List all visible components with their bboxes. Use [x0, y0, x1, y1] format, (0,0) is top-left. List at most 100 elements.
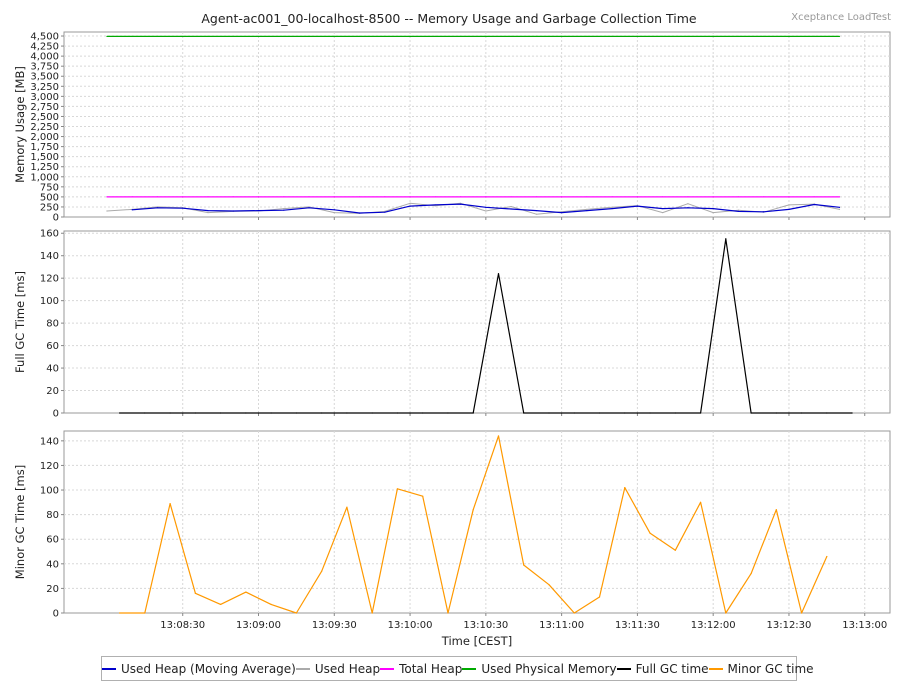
data-point-used-heap-moving-average: [131, 209, 133, 211]
legend-label: Minor GC time: [727, 661, 814, 676]
chart-panels: 02505007501,0001,2501,5001,7502,0002,250…: [13, 31, 891, 648]
data-point-used-heap-moving-average: [485, 206, 487, 208]
y-tick-label: 80: [46, 319, 59, 330]
data-point-full-gc-time: [674, 412, 676, 414]
data-point-minor-gc-time: [422, 495, 424, 497]
data-point-minor-gc-time: [220, 603, 222, 605]
series-line-full-gc-time: [119, 238, 853, 414]
data-point-total-heap: [687, 196, 689, 198]
data-point-used-heap-moving-average: [308, 207, 310, 209]
y-tick-label: 250: [40, 202, 59, 213]
data-point-total-heap: [257, 196, 260, 198]
y-tick-label: 20: [46, 386, 59, 397]
data-point-used-heap-moving-average: [409, 205, 411, 207]
data-point-used-physical-memory: [156, 35, 159, 38]
y-tick-label: 0: [53, 213, 59, 224]
y-tick-label: 500: [40, 192, 59, 203]
data-point-full-gc-time: [295, 412, 297, 414]
data-point-full-gc-time: [598, 412, 601, 414]
data-point-minor-gc-time: [775, 509, 777, 511]
data-point-total-heap: [384, 196, 386, 198]
data-point-full-gc-time: [472, 412, 474, 414]
y-axis-label: Full GC Time [ms]: [13, 271, 27, 373]
y-tick-label: 4,000: [30, 52, 59, 63]
data-point-full-gc-time: [851, 412, 853, 414]
data-point-used-physical-memory: [813, 35, 815, 38]
data-point-used-physical-memory: [687, 35, 689, 38]
data-point-total-heap: [662, 196, 664, 198]
series-line-used-heap: [106, 202, 840, 215]
data-point-used-heap: [611, 206, 613, 208]
data-point-minor-gc-time: [396, 488, 399, 490]
y-tick-label: 20: [46, 584, 59, 595]
data-point-used-heap-moving-average: [813, 203, 815, 206]
data-point-used-heap-moving-average: [182, 207, 184, 209]
chart-panel-2: 0 20 40 60 80 100 120 140 160 Full GC Time [ms]: [13, 229, 891, 420]
x-tick-label: 13:11:30: [615, 620, 660, 631]
data-point-minor-gc-time: [245, 591, 247, 593]
data-point-full-gc-time: [245, 412, 247, 414]
data-point-minor-gc-time: [144, 612, 146, 614]
data-point-used-heap-moving-average: [232, 210, 234, 212]
data-point-minor-gc-time: [598, 596, 601, 598]
data-point-full-gc-time: [699, 412, 702, 414]
legend-swatch: [102, 667, 116, 670]
data-point-used-physical-memory: [611, 35, 613, 38]
y-tick-label: 100: [40, 296, 59, 307]
y-tick-label: 40: [46, 559, 59, 570]
data-point-used-physical-memory: [712, 35, 714, 38]
data-point-used-heap-moving-average: [737, 210, 740, 212]
y-tick-label: 2,750: [30, 102, 59, 113]
legend-item: Used Physical Memory: [462, 661, 617, 676]
y-tick-label: 60: [46, 341, 59, 352]
data-point-used-physical-memory: [182, 35, 184, 38]
y-tick-label: 80: [46, 510, 59, 521]
y-tick-label: 0: [53, 409, 59, 420]
y-tick-label: 3,500: [30, 72, 59, 83]
data-point-used-heap: [409, 202, 411, 204]
legend-item: Used Heap: [295, 662, 380, 676]
data-point-used-physical-memory: [283, 35, 285, 38]
legend-label: Full GC time: [635, 661, 709, 676]
data-point-minor-gc-time: [118, 612, 121, 614]
y-tick-label: 1,250: [30, 162, 59, 173]
data-point-minor-gc-time: [649, 532, 651, 534]
legend-label: Total Heap: [399, 661, 463, 676]
data-point-total-heap: [182, 196, 184, 198]
legend-label: Used Physical Memory: [481, 661, 617, 676]
data-point-minor-gc-time: [169, 502, 171, 505]
x-tick-label: 13:12:00: [691, 620, 736, 631]
data-point-full-gc-time: [346, 412, 348, 414]
data-point-full-gc-time: [422, 412, 424, 414]
y-tick-label: 140: [40, 436, 59, 447]
data-point-minor-gc-time: [624, 486, 626, 489]
data-point-total-heap: [232, 196, 234, 198]
data-point-used-heap-moving-average: [156, 207, 159, 209]
data-point-used-heap-moving-average: [662, 207, 664, 210]
data-point-full-gc-time: [118, 412, 121, 414]
data-point-used-heap-moving-average: [636, 205, 639, 207]
data-point-total-heap: [561, 196, 563, 198]
data-point-total-heap: [106, 196, 108, 198]
x-axis-label: Time [CEST]: [441, 634, 512, 648]
legend-swatch: [295, 667, 310, 670]
data-point-used-heap-moving-average: [333, 209, 335, 211]
data-point-minor-gc-time: [826, 555, 828, 558]
y-tick-label: 160: [40, 229, 59, 240]
y-tick-label: 3,750: [30, 62, 59, 73]
y-tick-label: 0: [53, 609, 59, 620]
y-tick-label: 1,750: [30, 142, 59, 153]
data-point-full-gc-time: [396, 412, 399, 414]
data-point-used-heap-moving-average: [257, 209, 260, 212]
data-point-full-gc-time: [447, 412, 449, 414]
data-point-used-physical-memory: [485, 35, 487, 38]
x-tick-label: 13:09:30: [312, 620, 357, 631]
data-point-used-heap-moving-average: [687, 207, 689, 209]
data-point-minor-gc-time: [447, 612, 449, 614]
data-point-total-heap: [788, 196, 790, 198]
y-tick-label: 40: [46, 364, 59, 375]
chart-title: Agent-ac001_00-localhost-8500 -- Memory …: [201, 11, 697, 26]
data-point-minor-gc-time: [674, 549, 676, 551]
data-point-used-physical-memory: [409, 35, 411, 38]
data-point-used-heap-moving-average: [561, 211, 563, 214]
